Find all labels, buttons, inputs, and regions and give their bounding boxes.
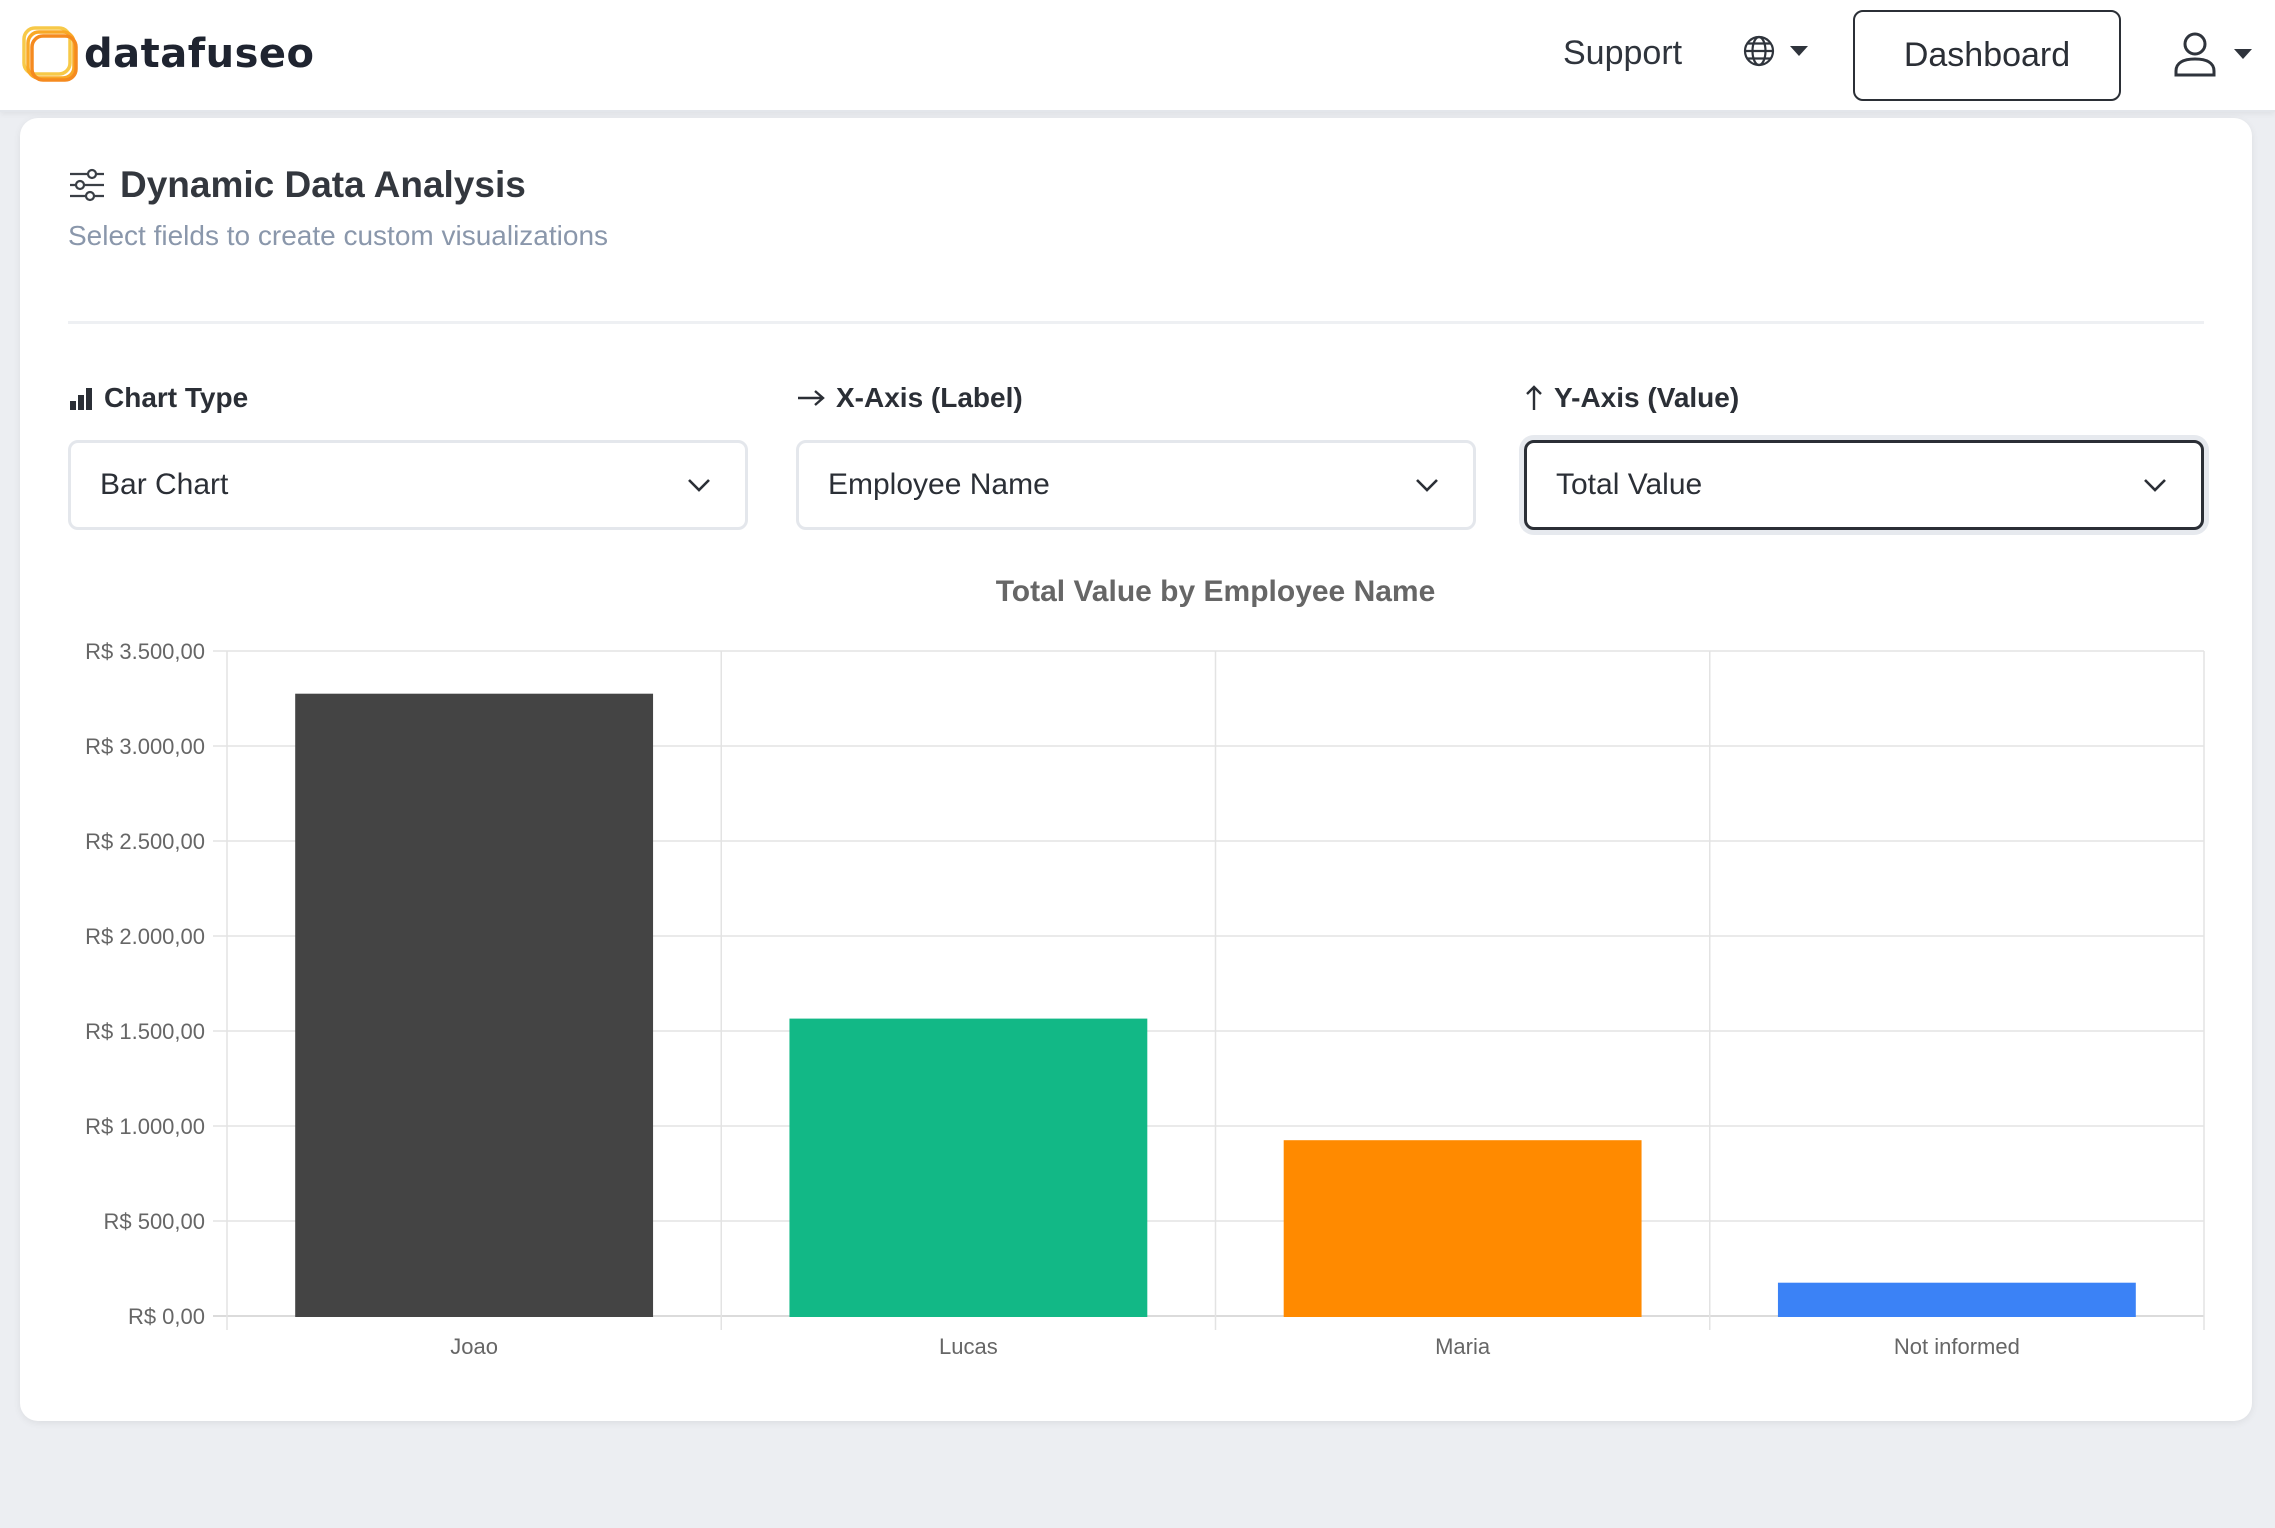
- y-tick-label: R$ 2.500,00: [85, 829, 205, 854]
- x-axis-label-text: X-Axis (Label): [836, 382, 1023, 413]
- brand-name: datafuseo: [84, 31, 315, 77]
- brand-logo[interactable]: datafuseo: [20, 24, 315, 84]
- caret-down-icon: [1790, 46, 1808, 56]
- bar: [295, 693, 654, 1317]
- chevron-down-icon: [2144, 479, 2166, 492]
- arrow-up-icon: [1526, 385, 1542, 410]
- support-link[interactable]: Support: [1563, 34, 1683, 72]
- chart-type-label: Chart Type: [68, 380, 748, 416]
- sliders-icon: [70, 168, 104, 202]
- language-selector[interactable]: [1742, 34, 1808, 68]
- y-axis-value: Total Value: [1556, 468, 1703, 501]
- y-tick-label: R$ 3.000,00: [85, 734, 205, 759]
- y-tick-label: R$ 0,00: [128, 1304, 205, 1329]
- x-tick-label: Lucas: [939, 1334, 998, 1359]
- chart-type-field: Chart Type Bar Chart: [68, 380, 748, 530]
- x-tick-label: Joao: [450, 1334, 498, 1359]
- y-axis-field: Y-Axis (Value) Total Value: [1524, 380, 2204, 530]
- y-tick-label: R$ 500,00: [103, 1209, 205, 1234]
- panel-header: Dynamic Data Analysis: [68, 164, 526, 206]
- bar-chart: Total Value by Employee Name R$ 0,00 R$ 50…: [85, 575, 2205, 1359]
- x-axis-value: Employee Name: [828, 468, 1050, 501]
- y-axis-select[interactable]: Total Value: [1524, 440, 2204, 530]
- y-tick-label: R$ 2.000,00: [85, 924, 205, 949]
- chart-type-value: Bar Chart: [100, 468, 229, 501]
- y-tick-label: R$ 1.500,00: [85, 1019, 205, 1044]
- dashboard-button[interactable]: Dashboard: [1853, 10, 2121, 101]
- datafuseo-logo-icon: [22, 26, 78, 82]
- y-tick-label: R$ 1.000,00: [85, 1114, 205, 1139]
- caret-down-icon: [2234, 49, 2252, 59]
- bar: [1777, 1282, 2136, 1317]
- chart-type-label-text: Chart Type: [104, 382, 249, 413]
- chevron-down-icon: [1416, 479, 1438, 492]
- x-tick-label: Not informed: [1894, 1334, 2020, 1359]
- bar: [1283, 1140, 1642, 1318]
- y-axis-label: Y-Axis (Value): [1524, 380, 2204, 416]
- user-icon: [2174, 32, 2216, 77]
- bar: [789, 1018, 1148, 1317]
- x-axis-select[interactable]: Employee Name: [796, 440, 1476, 530]
- chevron-down-icon: [688, 479, 710, 492]
- top-navbar: datafuseo Support Dashboard: [0, 0, 2275, 112]
- user-menu[interactable]: [2172, 30, 2252, 78]
- x-axis-field: X-Axis (Label) Employee Name: [796, 380, 1476, 530]
- bar-chart-icon: [70, 388, 92, 410]
- analysis-card: Dynamic Data Analysis Select fields to c…: [20, 118, 2252, 1421]
- y-axis-label-text: Y-Axis (Value): [1554, 382, 1740, 413]
- x-axis-label: X-Axis (Label): [796, 380, 1476, 416]
- arrow-right-icon: [798, 390, 825, 406]
- chart-title: Total Value by Employee Name: [996, 575, 1436, 608]
- chart-type-select[interactable]: Bar Chart: [68, 440, 748, 530]
- x-tick-label: Maria: [1435, 1334, 1491, 1359]
- y-tick-label: R$ 3.500,00: [85, 639, 205, 664]
- divider: [68, 321, 2204, 324]
- panel-title: Dynamic Data Analysis: [120, 164, 526, 205]
- globe-icon: [1743, 35, 1775, 67]
- panel-subtitle: Select fields to create custom visualiza…: [68, 220, 609, 251]
